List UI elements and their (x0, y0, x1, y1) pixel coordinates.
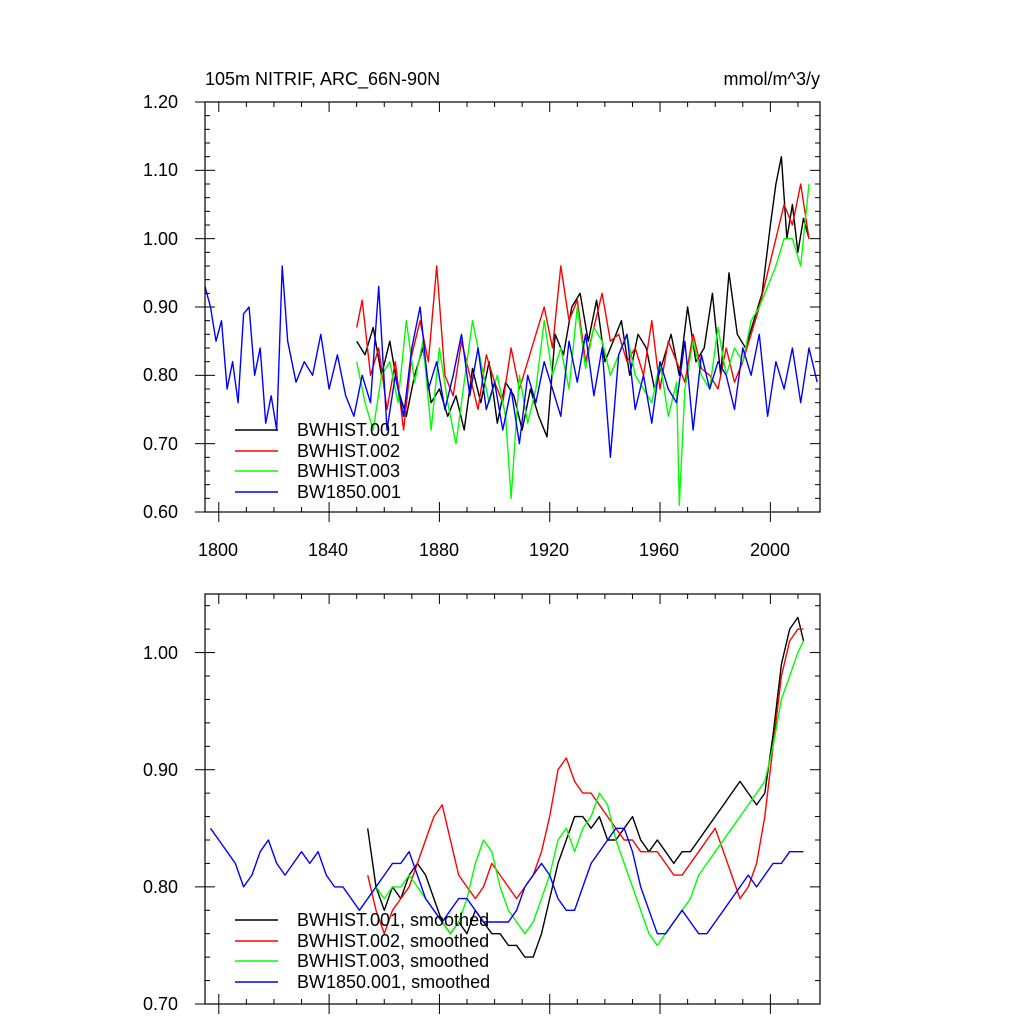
bottom-series-group (209, 616, 805, 958)
legend-label: BWHIST.001, smoothed (297, 910, 489, 930)
top-legend: BWHIST.001 BWHIST.002 BWHIST.003 BW1850.… (235, 420, 401, 502)
legend-label: BWHIST.003, smoothed (297, 951, 489, 971)
top-series-line (204, 265, 818, 458)
bottom-axis-ticks (195, 594, 820, 1014)
top-xtick-label: 1840 (308, 540, 348, 560)
top-ytick-label: 0.70 (143, 434, 178, 454)
bottom-series-line (367, 628, 804, 935)
bottom-series-line (209, 827, 804, 935)
bottom-ytick-label: 0.90 (143, 760, 178, 780)
top-xtick-label: 1920 (529, 540, 569, 560)
top-xtick-label: 1880 (419, 540, 459, 560)
top-ytick-label: 1.20 (143, 92, 178, 112)
top-ytick-label: 1.00 (143, 229, 178, 249)
top-series-line (356, 155, 810, 438)
bottom-legend: BWHIST.001, smoothed BWHIST.002, smoothe… (235, 910, 490, 992)
legend-label: BWHIST.002 (297, 441, 400, 461)
top-ytick-label: 0.80 (143, 365, 178, 385)
top-title-left: 105m NITRIF, ARC_66N-90N (205, 69, 440, 90)
bottom-ytick-label: 1.00 (143, 643, 178, 663)
legend-label: BW1850.001 (297, 482, 401, 502)
top-xtick-label: 1800 (198, 540, 238, 560)
top-ytick-label: 0.90 (143, 297, 178, 317)
legend-label: BWHIST.002, smoothed (297, 931, 489, 951)
top-ytick-label: 0.60 (143, 502, 178, 522)
legend-label: BW1850.001, smoothed (297, 972, 490, 992)
bottom-panel: 0.70 0.80 0.90 1.00 BWHIST.001, smoothed… (143, 593, 821, 1014)
legend-label: BWHIST.001 (297, 420, 400, 440)
top-series-group (204, 155, 818, 506)
top-xtick-label: 1960 (639, 540, 679, 560)
top-xtick-label: 2000 (750, 540, 790, 560)
bottom-series-line (367, 616, 805, 958)
legend-label: BWHIST.003 (297, 461, 400, 481)
bottom-plot-frame (204, 593, 821, 1005)
bottom-ytick-label: 0.80 (143, 877, 178, 897)
top-ytick-label: 1.10 (143, 160, 178, 180)
top-title-right: mmol/m^3/y (724, 69, 820, 89)
top-axis-ticks (195, 101, 820, 522)
top-series-line (356, 183, 810, 431)
top-series-line (356, 183, 810, 506)
bottom-ytick-label: 0.70 (143, 994, 178, 1014)
top-panel: 105m NITRIF, ARC_66N-90N mmol/m^3/y 0.60… (143, 69, 821, 560)
